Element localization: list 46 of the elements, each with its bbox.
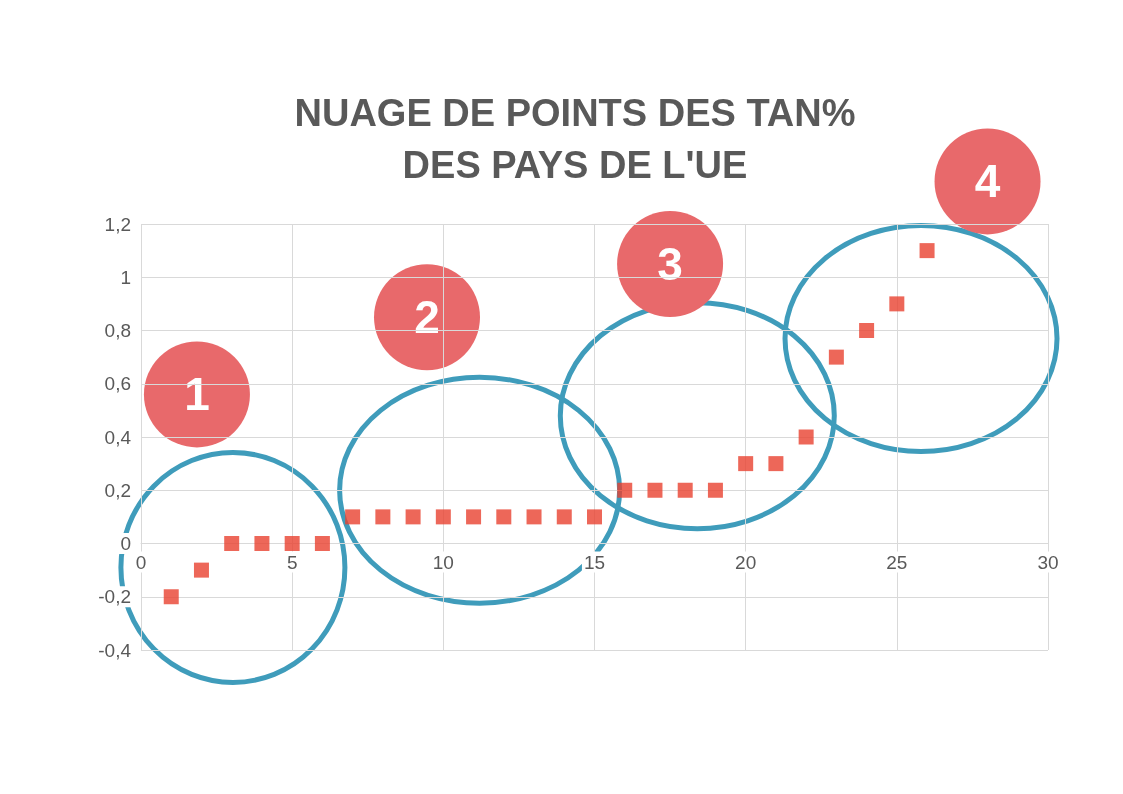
x-tick-label: 5 [286, 551, 298, 573]
point [617, 482, 633, 498]
point [587, 509, 602, 525]
x-tick-label: 20 [735, 551, 757, 573]
y-tick-label: 1,2 [104, 213, 131, 235]
point [193, 562, 209, 578]
point [284, 536, 300, 551]
point [828, 349, 844, 365]
point [496, 509, 512, 525]
point [647, 482, 663, 498]
point [798, 429, 814, 445]
point [768, 456, 784, 472]
x-tick-label: 25 [886, 551, 908, 573]
point [224, 536, 240, 551]
x-tick-label: 15 [583, 551, 606, 573]
point [859, 323, 875, 338]
point [435, 509, 451, 525]
y-tick-label: -0,4 [98, 639, 132, 661]
point [405, 509, 421, 525]
point [707, 482, 723, 498]
annotation: 3 [657, 237, 683, 290]
y-tick-label: 0,4 [104, 426, 132, 448]
point [526, 509, 542, 525]
text: 4 [974, 155, 1001, 208]
y-tick-label: 0 [120, 533, 131, 554]
point [677, 482, 693, 498]
y-tick-label: 0,6 [104, 373, 131, 395]
x-tick-label: 0 [135, 551, 147, 573]
point [314, 536, 330, 551]
point [254, 536, 270, 551]
point [556, 509, 572, 525]
y-tick-label: 1 [120, 266, 131, 288]
point [738, 456, 754, 472]
y-tick-label: 0,8 [104, 320, 131, 341]
point [466, 509, 482, 525]
point [919, 243, 935, 259]
point [375, 509, 391, 525]
y-tick-label: -0,2 [98, 586, 131, 608]
point [889, 296, 905, 312]
chart-title: NUAGE DE POINTS DES TAN% DES PAYS DE L'UE [294, 92, 856, 186]
annotation: 1 [184, 368, 210, 421]
point [163, 589, 179, 605]
y-tick-label: 0,2 [104, 479, 131, 501]
point [345, 509, 361, 525]
x-tick-label: 10 [432, 551, 454, 573]
x-tick-label: 30 [1037, 551, 1059, 573]
